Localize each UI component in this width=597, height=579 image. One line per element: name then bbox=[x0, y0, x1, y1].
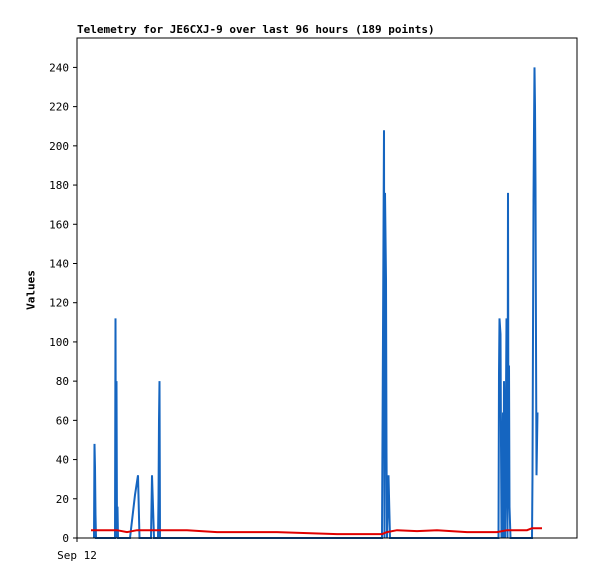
series-line-2 bbox=[91, 527, 542, 536]
y-tick-label: 40 bbox=[56, 454, 69, 467]
y-tick-label: 100 bbox=[49, 336, 69, 349]
y-tick-label: 20 bbox=[56, 493, 69, 506]
x-axis: Sep 12 bbox=[57, 538, 97, 562]
y-tick-label: 0 bbox=[62, 532, 69, 545]
y-tick-label: 60 bbox=[56, 414, 69, 427]
y-tick-label: 200 bbox=[49, 140, 69, 153]
series-layer bbox=[91, 67, 542, 539]
x-tick-label: Sep 12 bbox=[57, 549, 97, 562]
y-tick-label: 180 bbox=[49, 179, 69, 192]
chart-title: Telemetry for JE6CXJ-9 over last 96 hour… bbox=[77, 23, 435, 36]
y-tick-label: 80 bbox=[56, 375, 69, 388]
y-tick-label: 240 bbox=[49, 61, 69, 74]
y-tick-label: 140 bbox=[49, 257, 69, 270]
y-tick-label: 160 bbox=[49, 218, 69, 231]
y-axis: 0 20 40 60 80 100 120 140 160 180 200 220 240 bbox=[49, 61, 77, 545]
y-tick-label: 120 bbox=[49, 297, 69, 310]
y-tick-label: 220 bbox=[49, 101, 69, 114]
